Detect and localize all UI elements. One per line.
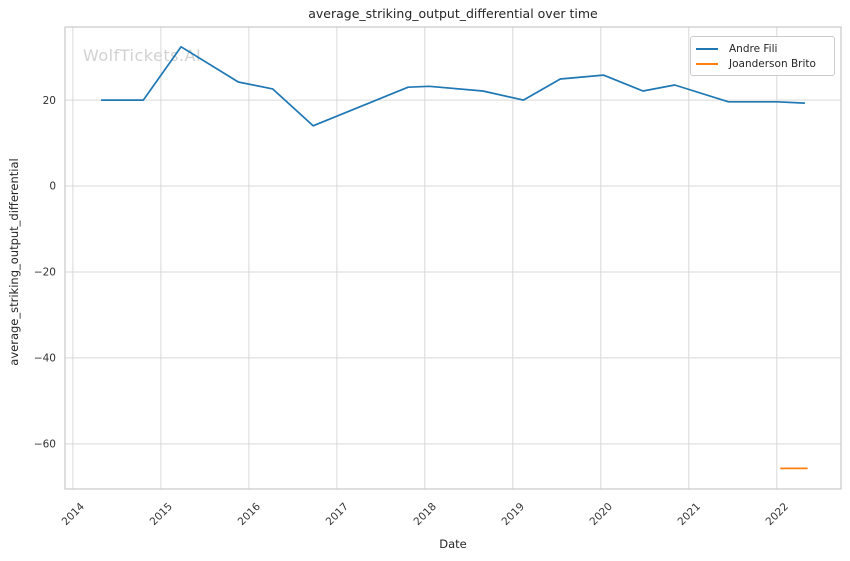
gridlines <box>65 27 841 489</box>
y-tick-label--60: −60 <box>34 439 56 451</box>
x-axis-label: Date <box>439 537 467 551</box>
series-lines <box>101 45 808 470</box>
y-tick-label-0: 0 <box>49 181 56 193</box>
legend-entry-andre-fili: Andre Fili <box>696 41 834 56</box>
x-tick-label-2020: 2020 <box>588 501 615 528</box>
x-tick-label-2021: 2021 <box>676 501 703 528</box>
legend-line-sample-andre-fili <box>696 47 718 50</box>
legend-entry-joanderson-brito: Joanderson Brito <box>696 56 834 71</box>
x-tick-label-2019: 2019 <box>500 501 527 528</box>
x-tick-label-2016: 2016 <box>236 500 264 528</box>
plot-border <box>64 26 842 490</box>
x-tick-label-2022: 2022 <box>764 501 791 528</box>
x-tick-label-2018: 2018 <box>412 501 439 528</box>
series-line-andre-fili <box>101 45 805 127</box>
chart-title: average_striking_output_differential ove… <box>308 6 598 21</box>
legend: Andre Fili Joanderson Brito <box>690 36 835 76</box>
y-tick-labels: 20 0 −20 −40 −60 <box>34 95 56 451</box>
legend-label-andre-fili: Andre Fili <box>729 42 778 55</box>
y-axis-label: average_striking_output_differential <box>7 158 21 366</box>
y-tick-label-20: 20 <box>43 95 56 107</box>
y-tick-label--20: −20 <box>34 267 56 279</box>
y-tick-label--40: −40 <box>34 353 56 365</box>
legend-line-sample-joanderson-brito <box>696 62 718 65</box>
x-tick-label-2017: 2017 <box>324 501 351 528</box>
x-tick-label-2015: 2015 <box>148 501 175 528</box>
x-tick-label-2014: 2014 <box>60 500 88 528</box>
legend-label-joanderson-brito: Joanderson Brito <box>729 57 816 70</box>
x-tick-labels: 2014 2015 2016 2017 2018 2019 2020 2021 2022 <box>60 500 791 528</box>
